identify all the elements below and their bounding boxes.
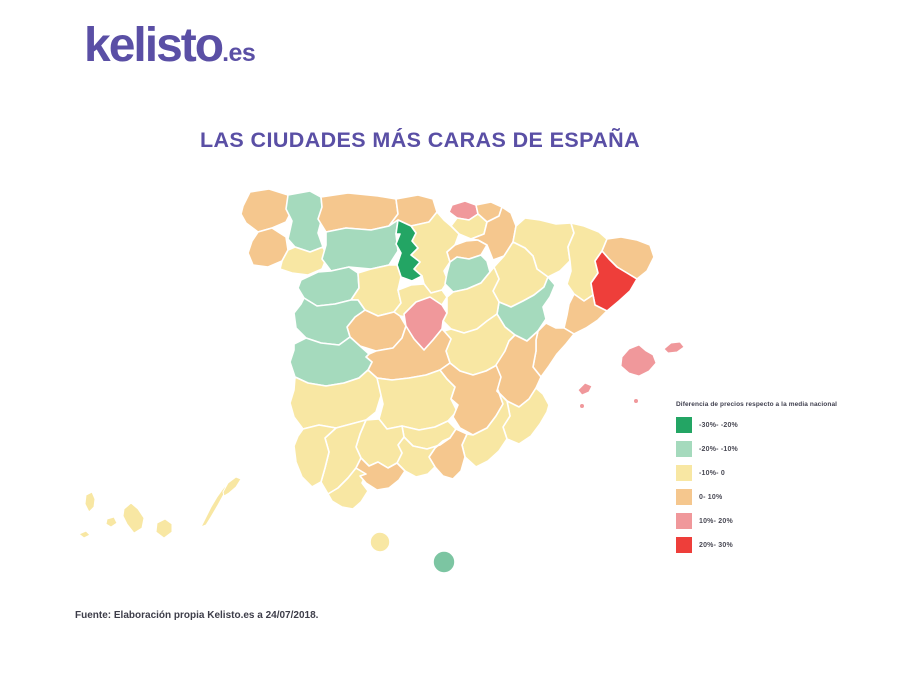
page-title: LAS CIUDADES MÁS CARAS DE ESPAÑA — [199, 128, 641, 152]
island-tenerife — [122, 502, 145, 534]
island-ibiza — [577, 382, 593, 396]
kelisto-logo: kelisto.es — [84, 18, 256, 73]
city-melilla — [432, 550, 456, 574]
logo-text: kelisto — [84, 19, 224, 72]
legend-swatch — [676, 417, 692, 433]
province-cadiz — [327, 467, 369, 510]
island-fuerteventura — [200, 484, 227, 528]
legend-item: -20%- -10% — [676, 441, 866, 457]
province-pontevedra — [247, 227, 289, 268]
legend-title: Diferencia de precios respecto a la medi… — [676, 401, 838, 408]
city-ceuta — [369, 531, 391, 553]
island-mallorca — [620, 344, 657, 377]
province-malaga — [355, 457, 406, 491]
province-a-coruna — [240, 188, 293, 233]
legend-label: -30%- -20% — [699, 421, 738, 429]
island-la-palma — [84, 491, 96, 513]
legend-label: -20%- -10% — [699, 445, 738, 453]
legend-item: 0- 10% — [676, 489, 866, 505]
legend-item: -30%- -20% — [676, 417, 866, 433]
legend-swatch — [676, 513, 692, 529]
legend-swatch — [676, 489, 692, 505]
province-barcelona — [590, 250, 638, 312]
province-lugo — [285, 190, 324, 253]
province-caceres — [289, 336, 373, 387]
province-huelva — [293, 424, 337, 488]
map-provinces — [78, 188, 685, 574]
legend-item: 10%- 20% — [676, 513, 866, 529]
province-ourense — [279, 246, 328, 276]
island-menorca — [663, 341, 685, 354]
province-tarragona — [563, 293, 608, 335]
island-formentera — [579, 403, 585, 409]
province-badajoz — [289, 369, 385, 430]
legend-swatch — [676, 441, 692, 457]
island-gran-canaria — [155, 518, 173, 539]
legend-label: 0- 10% — [699, 493, 723, 501]
province-palencia — [395, 219, 423, 282]
island-el-hierro — [78, 530, 91, 539]
island-la-gomera — [105, 516, 118, 528]
province-castellon — [532, 322, 575, 378]
island-cabrera — [633, 398, 639, 404]
legend-label: -10%- 0 — [699, 469, 725, 477]
legend-label: 10%- 20% — [699, 517, 733, 525]
province-salamanca — [293, 297, 366, 346]
source-note: Fuente: Elaboración propia Kelisto.es a … — [75, 610, 319, 621]
legend-swatch — [676, 465, 692, 481]
legend-label: 20%- 30% — [699, 541, 733, 549]
map-legend: Diferencia de precios respecto a la medi… — [676, 401, 866, 561]
legend-item: 20%- 30% — [676, 537, 866, 553]
province-leon — [321, 219, 399, 272]
legend-item: -10%- 0 — [676, 465, 866, 481]
island-lanzarote — [222, 476, 242, 497]
province-ciudad-real — [376, 369, 458, 431]
legend-swatch — [676, 537, 692, 553]
logo-suffix: .es — [222, 39, 256, 67]
